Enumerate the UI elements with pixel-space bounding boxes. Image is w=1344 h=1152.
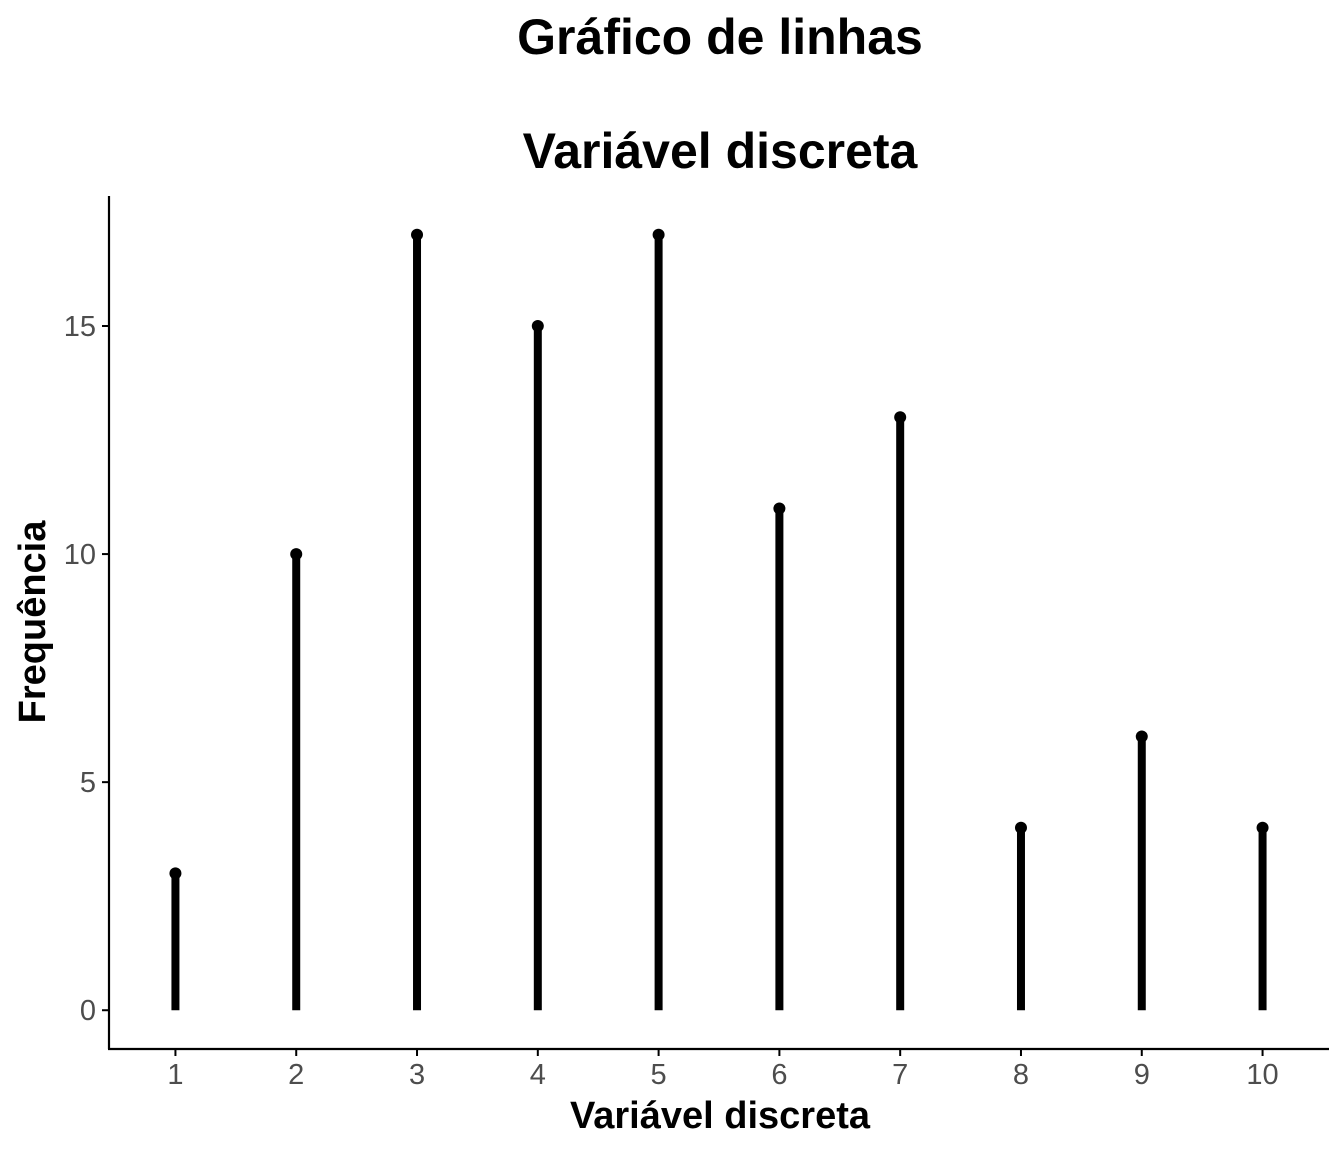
x-tick-label-10: 10 [1246, 1059, 1278, 1091]
x-axis-title: Variável discreta [570, 1095, 871, 1137]
data-point-2 [290, 548, 303, 561]
x-tick-label-1: 1 [167, 1059, 183, 1091]
x-tick-label-6: 6 [771, 1059, 787, 1091]
y-axis-ticks: 0 5 10 15 [64, 311, 109, 1027]
y-tick-label-15: 15 [64, 311, 96, 343]
x-tick-label-7: 7 [892, 1059, 908, 1091]
chart-title: Gráfico de linhas [517, 9, 923, 65]
x-tick-label-3: 3 [409, 1059, 425, 1091]
data-point-9 [1135, 730, 1148, 743]
chart-subtitle: Variável discreta [523, 123, 919, 179]
x-tick-label-2: 2 [288, 1059, 304, 1091]
data-point-7 [894, 411, 907, 424]
data-point-10 [1256, 821, 1269, 834]
data-point-4 [531, 320, 544, 333]
plot-marks [169, 228, 1269, 1011]
y-tick-label-0: 0 [80, 995, 96, 1027]
data-point-5 [652, 228, 665, 241]
y-axis-title: Frequência [12, 520, 54, 724]
x-axis-ticks: 1 2 3 4 5 6 7 8 9 10 [167, 1049, 1279, 1091]
x-tick-label-5: 5 [651, 1059, 667, 1091]
data-point-1 [169, 867, 182, 880]
y-tick-label-5: 5 [80, 767, 96, 799]
x-tick-label-9: 9 [1134, 1059, 1150, 1091]
data-point-8 [1014, 821, 1027, 834]
y-tick-label-10: 10 [64, 539, 96, 571]
data-point-6 [773, 502, 786, 515]
data-point-3 [411, 228, 424, 241]
x-tick-label-4: 4 [530, 1059, 546, 1091]
x-tick-label-8: 8 [1013, 1059, 1029, 1091]
